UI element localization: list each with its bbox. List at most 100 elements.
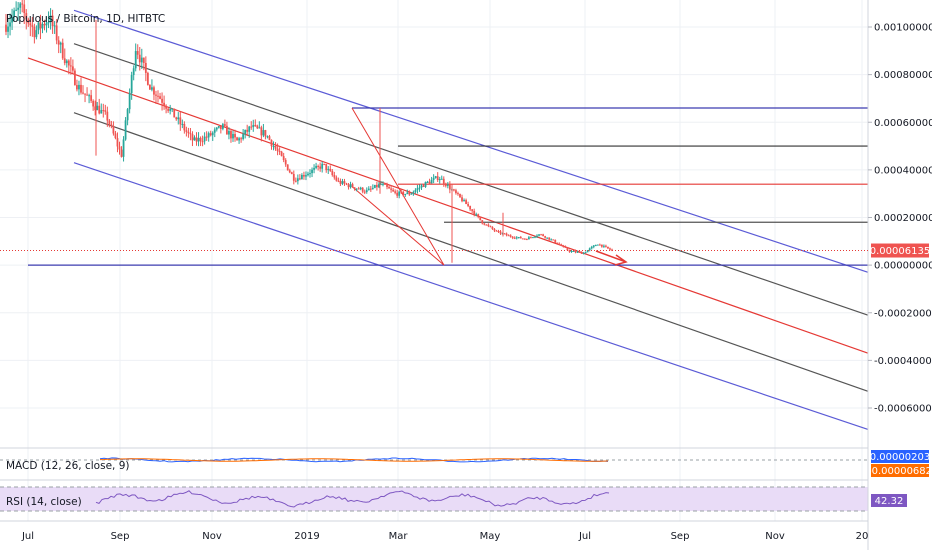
candle-body (325, 164, 328, 171)
candle-body (298, 178, 301, 180)
price-axis[interactable]: 0.00100000 0.00080000 0.00060000 0.00040000… (868, 23, 932, 415)
candle-body (88, 95, 90, 97)
channel-median (27, 57, 869, 354)
triangle (351, 107, 445, 266)
candle-body (580, 252, 583, 254)
candle-body (594, 245, 597, 247)
candle-body (313, 167, 315, 170)
candle-body (98, 105, 101, 114)
x-tick-label: May (480, 531, 501, 542)
candle-body (442, 178, 445, 184)
candle-body (309, 173, 311, 175)
candle-body (155, 94, 157, 96)
candle-body (282, 156, 285, 160)
x-tick-label: Nov (765, 531, 785, 542)
candle-body (134, 51, 137, 69)
projection-arrow (595, 250, 627, 263)
candle-body (151, 87, 153, 90)
candle-body (404, 193, 407, 195)
candle-body (228, 130, 230, 135)
candle-body (130, 75, 133, 94)
candle-body (112, 125, 115, 134)
candle-body (116, 138, 119, 147)
candle-body (319, 166, 322, 169)
candle-body (67, 60, 70, 66)
candle-body (45, 22, 48, 26)
candle-body (286, 164, 289, 171)
macd-axis-badges: 0.00000203 -0.00000682 (868, 450, 932, 477)
candle-body (345, 183, 348, 185)
candle-body (528, 237, 530, 240)
macd-value-label: 0.00000203 (870, 452, 930, 463)
candle-body (205, 136, 208, 138)
candle-body (457, 193, 459, 195)
candle-body (179, 117, 182, 125)
rsi-band (0, 487, 868, 511)
candle-body (491, 226, 494, 229)
candle-body (459, 193, 461, 198)
candle-body (444, 183, 447, 186)
candle-body (41, 23, 44, 29)
macd-pane[interactable] (0, 457, 868, 463)
candle-body (236, 137, 238, 141)
candle-body (355, 188, 358, 190)
candle-body (517, 237, 520, 239)
candle-body (469, 205, 472, 210)
candle-body (252, 124, 255, 128)
candle-body (21, 3, 24, 5)
candle-body (78, 84, 80, 90)
candle-body (485, 224, 488, 226)
candle-body (562, 245, 565, 247)
candle-body (566, 247, 569, 251)
candle-body (467, 204, 470, 206)
candle-body (331, 171, 334, 176)
candle-body (55, 25, 58, 41)
candle-body (588, 248, 591, 251)
candle-body (481, 220, 484, 224)
candle-body (211, 132, 214, 136)
candle-body (142, 57, 145, 63)
candle-body (440, 178, 443, 180)
candle-body (185, 130, 188, 132)
candle-body (400, 191, 403, 193)
candle-body (292, 174, 295, 181)
pane-separators (0, 0, 869, 550)
candle-body (605, 245, 607, 247)
y-tick-label: 0.00000000 (874, 261, 932, 272)
candle-body (53, 25, 56, 27)
rsi-pane[interactable] (0, 486, 868, 512)
candle-body (19, 3, 22, 8)
candle-body (448, 184, 451, 190)
candle-body (59, 42, 62, 45)
candle-body (598, 244, 601, 246)
candle-body (402, 191, 405, 195)
x-tick-label: Nov (202, 531, 222, 542)
macd-signal-label: -0.00000682 (868, 466, 932, 477)
candle-body (248, 126, 251, 132)
candle-body (505, 233, 508, 236)
time-axis[interactable]: Jul Sep Nov 2019 Mar May Jul Sep Nov 20 (21, 531, 868, 542)
candle-body (35, 30, 38, 38)
candle-body (96, 105, 99, 111)
candle-body (390, 188, 392, 190)
x-tick-label: Sep (671, 531, 690, 542)
candle-body (343, 181, 346, 184)
candle-body (422, 185, 425, 187)
candle-body (586, 250, 589, 253)
candle-body (148, 84, 151, 90)
candle-body (221, 124, 224, 129)
candle-body (268, 136, 271, 140)
macd-signal-badge (871, 464, 929, 477)
candle-body (335, 177, 338, 181)
candle-body (278, 151, 281, 153)
candle-body (357, 188, 360, 190)
candle-body (412, 192, 415, 194)
candle-body (546, 237, 549, 239)
candle-body (217, 125, 220, 128)
candle-body (489, 225, 492, 227)
rsi-line (95, 490, 610, 508)
candle-body (570, 251, 573, 253)
candle-body (114, 133, 117, 139)
